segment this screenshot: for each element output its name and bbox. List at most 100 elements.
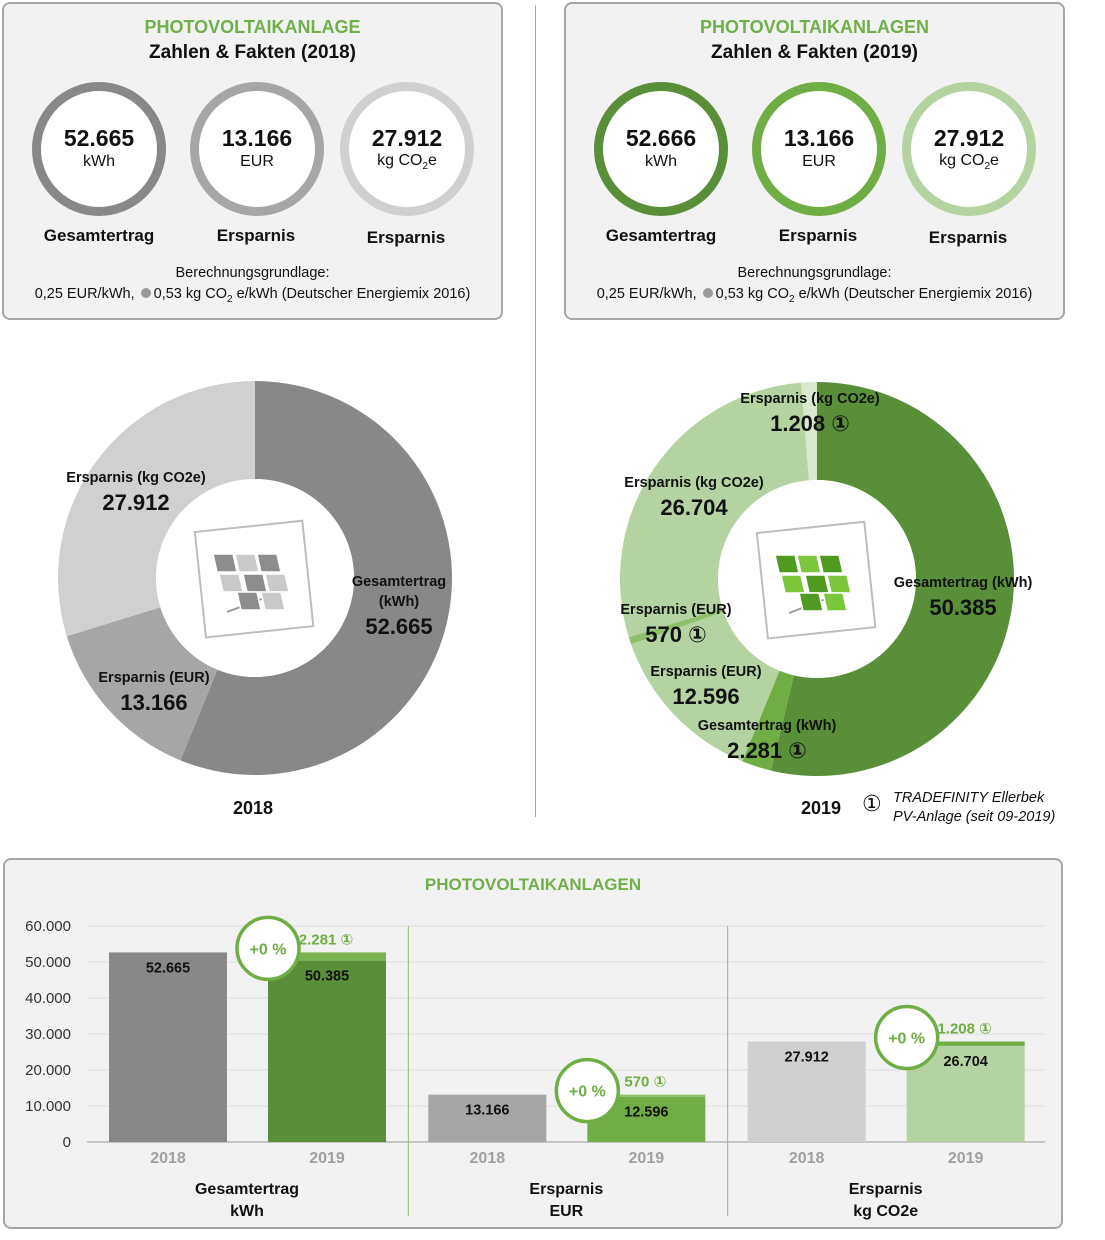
slice-label: Ersparnis (kg CO2e) bbox=[740, 391, 880, 407]
x-tick-label: 2019 bbox=[629, 1150, 665, 1167]
bar-chart-card: PHOTOVOLTAIKANLAGEN 0 10.000 20.000 30.000 4… bbox=[3, 858, 1063, 1229]
bullet-icon bbox=[702, 288, 713, 298]
y-tick-label: 30.000 bbox=[25, 1026, 71, 1043]
x-tick-label: 2019 bbox=[948, 1150, 984, 1167]
bar-value-label: 52.665 bbox=[146, 960, 190, 976]
card-title: PHOTOVOLTAIKANLAGEN bbox=[700, 17, 929, 37]
change-badge bbox=[235, 915, 301, 982]
solar-panel-icon bbox=[755, 520, 877, 640]
donut-slice bbox=[66, 607, 218, 761]
slice-value: 570 ① bbox=[645, 622, 706, 647]
bar-chart: 0 10.000 20.000 30.000 40.000 50.000 60.000 52.… bbox=[25, 915, 1045, 1220]
bar-value-label: 50.385 bbox=[305, 969, 349, 985]
stat-unit: kg CO2e bbox=[939, 152, 999, 173]
donut-slice bbox=[180, 381, 453, 775]
bar-chart-title: PHOTOVOLTAIKANLAGEN bbox=[424, 875, 642, 894]
slice-value: 13.166 bbox=[120, 690, 187, 715]
slice-value: 27.912 bbox=[102, 490, 169, 515]
card-title: PHOTOVOLTAIKANLAGE bbox=[144, 17, 361, 37]
stat-unit: kWh bbox=[645, 152, 677, 170]
stat-label: Ersparnis bbox=[216, 226, 296, 245]
x-tick-label: 2018 bbox=[789, 1150, 825, 1167]
slice-label: (kWh) bbox=[379, 594, 419, 610]
bar-value-label: 26.704 bbox=[943, 1054, 987, 1070]
slice-value: 52.665 bbox=[365, 614, 432, 639]
slice-label: Gesamtertrag (kWh) bbox=[894, 575, 1033, 591]
slice-label: Ersparnis (kg CO2e) bbox=[624, 475, 764, 491]
footnote-text: TRADEFINITY Ellerbek PV-Anlage (seit 09-… bbox=[893, 790, 1056, 825]
stat-value: 13.166 bbox=[221, 125, 293, 152]
stat-value: 13.166 bbox=[783, 125, 855, 152]
stat-ring-ersparnis-co2: 27.912 kg CO2e bbox=[902, 82, 1036, 216]
donut-slice bbox=[771, 382, 1015, 776]
card-subtitle: Zahlen & Fakten (2018) bbox=[149, 42, 356, 63]
facts-card-2019: PHOTOVOLTAIKANLAGEN Zahlen & Fakten (201… bbox=[564, 2, 1065, 320]
stat-unit: kWh bbox=[83, 152, 115, 170]
bar bbox=[428, 1094, 547, 1142]
bullet-icon bbox=[140, 288, 151, 298]
donut-year-label: 2018 bbox=[233, 798, 274, 818]
donut-slice bbox=[57, 381, 255, 637]
donut-year-label: 2019 bbox=[801, 798, 842, 818]
stat-value: 27.912 bbox=[933, 124, 1005, 151]
slice-label: Ersparnis (EUR) bbox=[98, 670, 209, 686]
slice-label: Ersparnis (EUR) bbox=[650, 664, 761, 680]
bar bbox=[109, 952, 227, 1142]
stat-ring-ersparnis-eur: 13.166 EUR bbox=[752, 82, 886, 216]
bar-top-label: 570 ① bbox=[624, 1074, 666, 1091]
y-tick-label: 10.000 bbox=[25, 1098, 71, 1115]
slice-value: 2.281 ① bbox=[727, 738, 807, 763]
footnote-symbol: ① bbox=[862, 791, 882, 816]
y-tick-label: 50.000 bbox=[25, 954, 71, 971]
column-divider bbox=[535, 5, 536, 817]
donut-slice bbox=[742, 670, 794, 771]
bar-value-label: 12.596 bbox=[624, 1105, 668, 1121]
bar bbox=[268, 960, 386, 1142]
x-tick-label: 2018 bbox=[470, 1150, 506, 1167]
facts-card-2018: PHOTOVOLTAIKANLAGE Zahlen & Fakten (2018… bbox=[2, 2, 503, 320]
y-tick-label: 40.000 bbox=[25, 990, 71, 1007]
group-unit-label: kg CO2e bbox=[853, 1203, 918, 1220]
slice-label: Ersparnis (EUR) bbox=[620, 602, 731, 618]
card-subtitle: Zahlen & Fakten (2019) bbox=[711, 42, 918, 63]
slice-label: Gesamtertrag bbox=[352, 574, 446, 590]
slice-value: 26.704 bbox=[660, 495, 728, 520]
stat-label: Gesamtertrag bbox=[43, 226, 155, 245]
bar-segment-top bbox=[587, 1094, 706, 1097]
stat-label: Gesamtertrag bbox=[605, 226, 717, 245]
bar-segment-top bbox=[268, 952, 386, 961]
stat-value: 52.665 bbox=[63, 125, 135, 152]
slice-value: 1.208 ① bbox=[770, 411, 850, 436]
change-badge bbox=[873, 1004, 940, 1071]
y-tick-label: 20.000 bbox=[25, 1062, 71, 1079]
stat-ring-ersparnis-eur: 13.166 EUR bbox=[190, 82, 324, 216]
stat-label: Ersparnis bbox=[366, 228, 446, 247]
bar bbox=[747, 1041, 866, 1142]
slice-label: Gesamtertrag (kWh) bbox=[698, 718, 837, 734]
bar-value-label: 27.912 bbox=[784, 1050, 828, 1066]
calculation-basis: Berechnungsgrundlage: 0,25 EUR/kWh, 0,53… bbox=[34, 265, 471, 305]
donut-slice bbox=[631, 611, 780, 762]
group-label: Gesamtertrag bbox=[195, 1181, 299, 1198]
group-unit-label: EUR bbox=[549, 1203, 583, 1220]
stat-value: 52.666 bbox=[625, 125, 697, 152]
stat-unit: EUR bbox=[802, 152, 836, 170]
y-tick-label: 60.000 bbox=[25, 918, 71, 935]
solar-panel-icon bbox=[193, 519, 315, 639]
group-unit-label: kWh bbox=[230, 1203, 264, 1220]
group-label: Ersparnis bbox=[849, 1181, 923, 1198]
stat-ring-gesamtertrag: 52.665 kWh bbox=[32, 82, 166, 216]
calculation-basis: Berechnungsgrundlage: 0,25 EUR/kWh, 0,53… bbox=[596, 265, 1033, 305]
bar-segment-top bbox=[906, 1041, 1025, 1046]
slice-label: Ersparnis (kg CO2e) bbox=[66, 470, 206, 486]
donut-slice bbox=[628, 608, 724, 645]
stat-label: Ersparnis bbox=[778, 226, 858, 245]
bar-value-label: 13.166 bbox=[465, 1103, 509, 1119]
stat-ring-gesamtertrag: 52.666 kWh bbox=[594, 82, 728, 216]
stat-label: Ersparnis bbox=[928, 228, 1008, 247]
stat-unit: kg CO2e bbox=[377, 152, 437, 173]
donut-slice bbox=[801, 382, 817, 481]
stat-value: 27.912 bbox=[371, 124, 443, 151]
change-badge-label: +0 % bbox=[250, 941, 287, 958]
x-tick-label: 2019 bbox=[309, 1150, 345, 1167]
